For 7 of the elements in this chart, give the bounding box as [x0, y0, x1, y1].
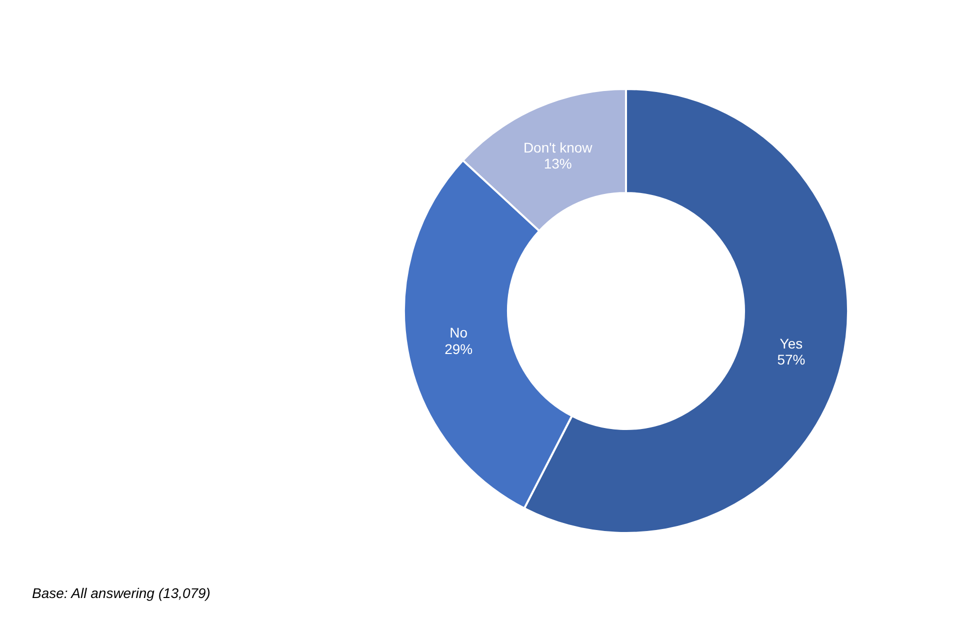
- slice-label: No: [450, 324, 468, 341]
- text: Base: All answering (13,079): [32, 585, 210, 601]
- slice-label: Don't know: [523, 139, 594, 156]
- data-label: 29%: [444, 340, 473, 357]
- slice-label: Yes: [780, 335, 803, 352]
- data-label: 13%: [544, 156, 572, 172]
- data-label: 57%: [777, 351, 806, 368]
